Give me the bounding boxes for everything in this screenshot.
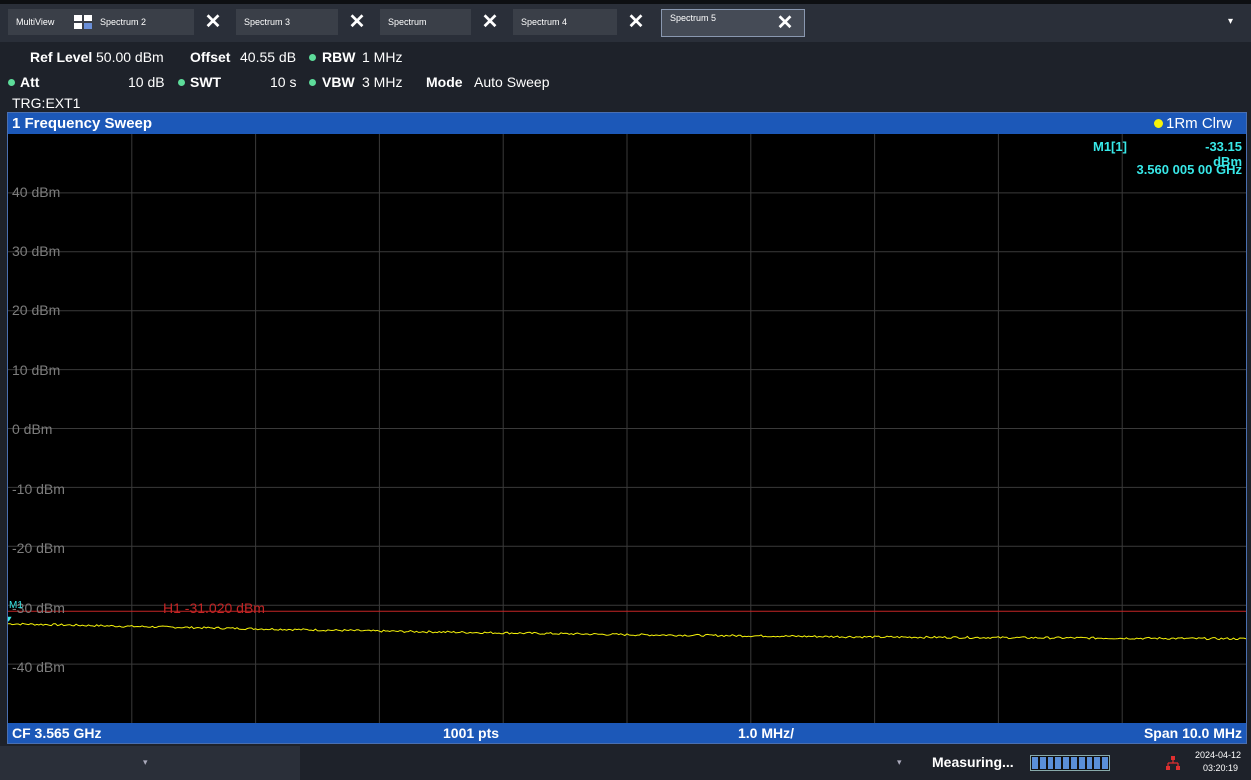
y-tick-label: 30 dBm <box>12 243 61 259</box>
close-icon[interactable]: ✕ <box>766 10 804 36</box>
tab-label: Spectrum <box>388 17 427 27</box>
tab-dropdown-icon[interactable]: ▾ <box>1227 16 1234 27</box>
tab-spectrum[interactable]: Spectrum ✕ <box>380 9 509 35</box>
settings-panel: Ref Level 50.00 dBm Offset 40.55 dB RBW … <box>0 42 1251 112</box>
y-tick-label: -10 dBm <box>12 481 65 497</box>
y-tick-label: -30 dBm <box>12 600 65 616</box>
offset-value[interactable]: 40.55 dB <box>240 49 297 65</box>
measuring-status: Measuring... <box>932 754 1014 770</box>
tab-label: Spectrum 4 <box>521 17 568 27</box>
diagram-title: 1 Frequency Sweep <box>12 115 153 132</box>
progress-segment <box>1063 757 1069 769</box>
marker-tag: M1 <box>9 600 23 611</box>
tab-label: MultiView <box>16 17 55 27</box>
rbw-value[interactable]: 1 MHz <box>362 49 403 65</box>
trace-indicator-icon <box>1154 119 1163 128</box>
trace-1 <box>8 622 1246 641</box>
y-tick-label: -20 dBm <box>12 540 65 556</box>
ref-level-value[interactable]: 50.00 dBm <box>96 49 164 65</box>
swt-label: SWT <box>190 74 222 90</box>
progress-segment <box>1047 757 1054 769</box>
rbw-coupled-icon <box>309 54 316 61</box>
diagram-footer: CF 3.565 GHz 1001 pts 1.0 MHz/ Span 10.0… <box>8 723 1246 743</box>
chevron-down-icon[interactable]: ▾ <box>143 757 148 767</box>
status-date: 2024-04-12 <box>1195 750 1242 760</box>
tab-label: Spectrum 5 <box>670 13 717 23</box>
close-icon[interactable]: ✕ <box>338 9 376 35</box>
diagram-title-bar: 1 Frequency Sweep 1Rm Clrw <box>8 113 1246 134</box>
att-value[interactable]: 10 dB <box>128 74 165 90</box>
ref-level-label: Ref Level <box>30 49 93 65</box>
rbw-label: RBW <box>322 49 356 65</box>
chevron-down-icon[interactable]: ▾ <box>897 757 902 767</box>
hline-label: H1 -31.020 dBm <box>163 600 265 616</box>
progress-segment <box>1055 757 1062 769</box>
close-icon[interactable]: ✕ <box>617 9 655 35</box>
att-label: Att <box>20 74 40 90</box>
progress-segment <box>1039 757 1046 769</box>
progress-segment <box>1094 757 1101 769</box>
frequency-span[interactable]: Span 10.0 MHz <box>1143 725 1242 741</box>
tab-spectrum-2[interactable]: Spectrum 2 ✕ <box>92 9 232 35</box>
y-tick-label: -40 dBm <box>12 659 65 675</box>
multiview-icon <box>74 15 92 29</box>
vbw-value[interactable]: 3 MHz <box>362 74 403 90</box>
y-tick-label: 40 dBm <box>12 184 61 200</box>
mode-value[interactable]: Auto Sweep <box>474 74 550 90</box>
mode-label: Mode <box>426 74 463 90</box>
marker-name: M1[1] <box>1093 139 1127 154</box>
close-icon[interactable]: ✕ <box>194 9 232 35</box>
trace-info[interactable]: 1Rm Clrw <box>1166 115 1232 132</box>
network-icon <box>1166 756 1180 770</box>
progress-segment <box>1102 757 1108 769</box>
tab-spectrum-5[interactable]: Spectrum 5 ✕ <box>661 9 805 37</box>
trigger-info: TRG:EXT1 <box>12 95 81 111</box>
marker-m1 <box>8 616 12 622</box>
frequency-per-division: 1.0 MHz/ <box>738 725 795 741</box>
progress-segment <box>1078 757 1085 769</box>
swt-coupled-icon <box>178 79 185 86</box>
tab-label: Spectrum 2 <box>100 17 147 27</box>
marker-level: -33.15 dBm <box>1205 139 1242 169</box>
y-tick-label: 0 dBm <box>12 421 53 437</box>
progress-segment <box>1032 757 1038 769</box>
tab-spectrum-3[interactable]: Spectrum 3 ✕ <box>236 9 376 35</box>
sweep-progress-bar <box>1030 755 1110 771</box>
status-left-panel <box>0 746 300 780</box>
y-tick-label: 20 dBm <box>12 302 61 318</box>
tab-multiview[interactable]: MultiView <box>8 9 93 35</box>
sweep-points[interactable]: 1001 pts <box>443 725 500 741</box>
plot-area[interactable] <box>8 134 1246 723</box>
swt-value[interactable]: 10 s <box>270 74 297 90</box>
top-edge <box>0 0 1251 4</box>
progress-segment <box>1086 757 1093 769</box>
tab-label: Spectrum 3 <box>244 17 291 27</box>
tab-spectrum-4[interactable]: Spectrum 4 ✕ <box>513 9 655 35</box>
vbw-label: VBW <box>322 74 355 90</box>
y-tick-label: 10 dBm <box>12 362 61 378</box>
center-frequency[interactable]: CF 3.565 GHz <box>12 725 102 741</box>
att-coupled-icon <box>8 79 15 86</box>
progress-segment <box>1070 757 1077 769</box>
frequency-sweep-diagram[interactable]: 1 Frequency Sweep 1Rm Clrw M1[1] -33.15 … <box>7 112 1247 744</box>
status-bar: ▾ ▾ Measuring... 2024-04-12 03:20:19 <box>0 746 1251 780</box>
marker-frequency: 3.560 005 00 GHz <box>1136 162 1242 177</box>
vbw-coupled-icon <box>309 79 316 86</box>
status-time: 03:20:19 <box>1203 763 1239 773</box>
offset-label: Offset <box>190 49 231 65</box>
close-icon[interactable]: ✕ <box>471 9 509 35</box>
